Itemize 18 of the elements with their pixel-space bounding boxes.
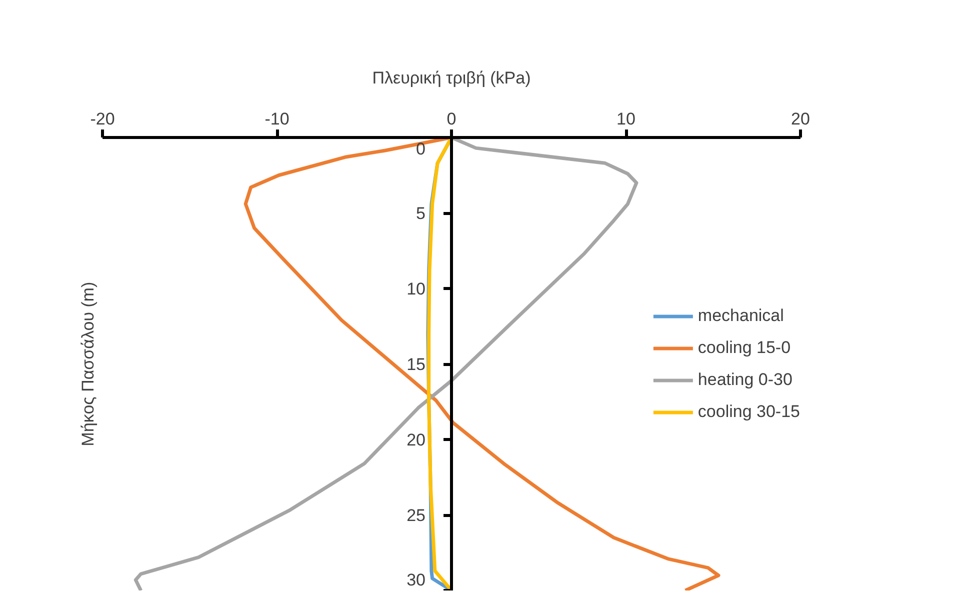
y-axis-title: Μήκος Πασσάλου (m) [78, 282, 98, 446]
y-tick-label: 5 [416, 204, 426, 223]
y-tick-label: 30 [406, 570, 426, 590]
x-tick-label: 0 [446, 110, 456, 128]
y-tick-label: 0 [416, 140, 426, 158]
x-tick-label: -20 [90, 110, 115, 128]
y-tick-label: 10 [406, 280, 426, 298]
x-tick-label: -10 [264, 110, 290, 128]
y-tick-label: 25 [406, 506, 426, 525]
x-axis-title: Πλευρική τριβή (kPa) [372, 68, 531, 88]
y-tick-label: 20 [406, 430, 426, 450]
legend-label: mechanical [698, 306, 784, 326]
legend-label: cooling 15-0 [698, 338, 791, 358]
legend-label: cooling 30-15 [698, 402, 800, 422]
x-tick-label: 10 [616, 110, 636, 128]
x-tick-label: 20 [791, 110, 810, 128]
y-tick-label: 15 [406, 355, 426, 374]
legend-label: heating 0-30 [698, 370, 792, 390]
